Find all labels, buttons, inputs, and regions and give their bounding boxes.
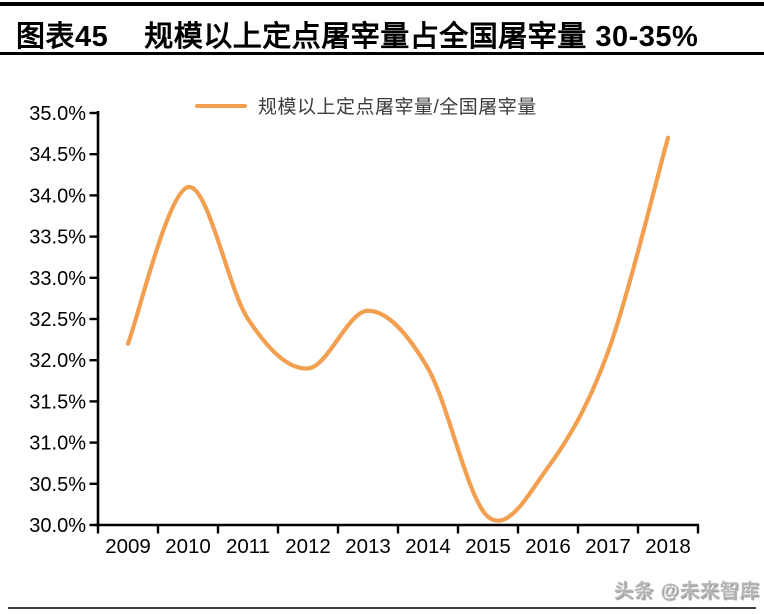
x-axis-label: 2013 xyxy=(345,535,391,558)
title-divider xyxy=(0,52,764,55)
x-axis-label: 2015 xyxy=(465,535,511,558)
y-axis-label: 30.5% xyxy=(29,474,86,496)
y-axis-label: 31.0% xyxy=(29,433,86,455)
x-axis-label: 2016 xyxy=(525,535,571,558)
y-axis-label: 32.0% xyxy=(29,350,86,372)
x-axis-label: 2010 xyxy=(165,535,211,558)
y-axis-label: 33.5% xyxy=(29,227,86,249)
top-rule xyxy=(0,2,764,6)
y-axis-label: 34.0% xyxy=(29,185,86,207)
series-line xyxy=(125,135,671,523)
y-axis-label: 30.0% xyxy=(29,515,86,537)
y-axis-label: 31.5% xyxy=(29,391,86,413)
y-axis-label: 33.0% xyxy=(29,268,86,290)
x-axis-label: 2009 xyxy=(105,535,151,558)
x-axis-label: 2012 xyxy=(285,535,331,558)
y-axis-label: 34.5% xyxy=(29,144,86,166)
watermark: 头条 @未来智库 xyxy=(614,581,760,602)
bottom-rule xyxy=(8,607,756,609)
y-axis-label: 32.5% xyxy=(29,309,86,331)
x-axis-label: 2017 xyxy=(585,535,631,558)
legend-label: 规模以上定点屠宰量/全国屠宰量 xyxy=(258,97,537,118)
figure-title: 规模以上定点屠宰量占全国屠宰量 30-35% xyxy=(144,21,699,53)
x-axis-label: 2018 xyxy=(645,535,691,558)
chart-legend: 规模以上定点屠宰量/全国屠宰量 xyxy=(195,92,537,119)
x-axis-label: 2011 xyxy=(226,535,270,558)
y-axis-label: 35.0% xyxy=(29,103,86,125)
legend-line-swatch xyxy=(195,103,247,108)
page-title: 图表45 规模以上定点屠宰量占全国屠宰量 30-35% xyxy=(16,13,756,55)
figure-number: 图表45 xyxy=(16,21,109,53)
x-axis-label: 2014 xyxy=(405,535,451,558)
